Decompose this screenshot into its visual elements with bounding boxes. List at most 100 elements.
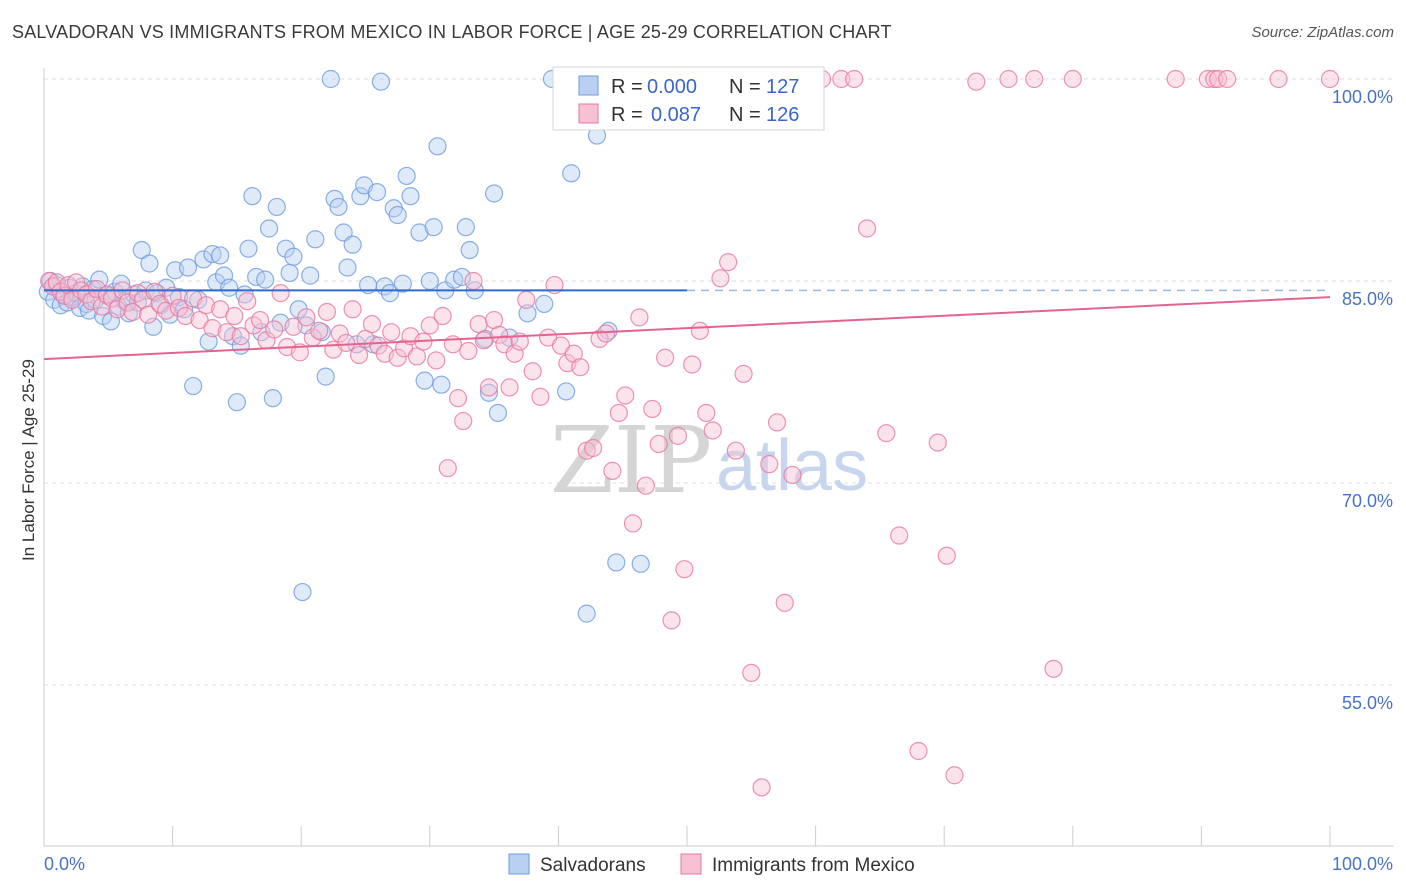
- point-salvadorans-78: [351, 187, 370, 206]
- point-salvadorans-104: [479, 383, 499, 402]
- point-mexico-64: [420, 316, 439, 335]
- point-mexico-142: [1269, 69, 1288, 89]
- point-salvadorans-52: [239, 239, 258, 258]
- point-mexico-106: [675, 560, 694, 579]
- point-mexico-125: [857, 219, 877, 238]
- bottom-legend-swatch-mexico: [680, 853, 702, 875]
- legend-r-label-1: R =: [611, 76, 643, 98]
- point-mexico-138: [1198, 69, 1217, 89]
- point-salvadorans-59: [267, 197, 286, 217]
- point-mexico-114: [734, 364, 753, 384]
- grid-lines: [44, 78, 1394, 686]
- point-mexico-124: [845, 69, 864, 89]
- point-mexico-38: [250, 310, 270, 330]
- point-mexico-72: [464, 271, 483, 291]
- point-mexico-27: [176, 306, 195, 326]
- point-mexico-105: [668, 426, 688, 445]
- point-salvadorans-91: [410, 223, 429, 242]
- correlation-legend: R = 0.000 N = 127 R = 0.087 N = 126: [552, 66, 825, 131]
- point-salvadorans-112: [562, 164, 581, 183]
- watermark-zip: ZIP: [550, 407, 712, 514]
- x-tick-label-0: 0.0%: [44, 854, 85, 874]
- point-mexico-74: [474, 331, 493, 350]
- point-mexico-94: [596, 324, 616, 343]
- bottom-legend-label-mexico: Immigrants from Mexico: [712, 855, 915, 876]
- point-salvadorans-41: [194, 250, 213, 269]
- point-mexico-52: [343, 300, 362, 319]
- point-mexico-92: [584, 438, 603, 458]
- point-mexico-55: [362, 314, 382, 334]
- legend-r-label-2: R =: [611, 104, 643, 126]
- point-mexico-50: [330, 324, 349, 343]
- point-mexico-112: [719, 253, 738, 272]
- point-mexico-85: [539, 328, 558, 347]
- point-salvadorans-116: [607, 553, 626, 572]
- point-mexico-48: [317, 302, 337, 322]
- point-salvadorans-108: [518, 304, 537, 323]
- point-salvadorans-68: [306, 230, 325, 249]
- point-mexico-58: [382, 323, 401, 342]
- point-mexico-102: [649, 434, 668, 454]
- point-mexico-131: [945, 766, 964, 785]
- point-mexico-135: [1044, 659, 1063, 678]
- point-mexico-103: [656, 348, 675, 367]
- point-salvadorans-42: [199, 332, 218, 351]
- point-mexico-41: [271, 284, 290, 303]
- point-salvadorans-27: [132, 240, 151, 260]
- point-salvadorans-96: [432, 375, 451, 394]
- point-mexico-15: [108, 300, 127, 319]
- legend-n-value-2: 126: [766, 104, 799, 126]
- point-salvadorans-38: [178, 258, 198, 277]
- point-salvadorans-57: [259, 219, 279, 238]
- point-mexico-132: [967, 72, 986, 91]
- point-mexico-95: [603, 461, 622, 480]
- point-mexico-77: [490, 325, 509, 344]
- point-mexico-34: [225, 306, 244, 326]
- y-tick-label-3: 55.0%: [1342, 693, 1393, 713]
- point-salvadorans-56: [256, 270, 275, 289]
- point-mexico-98: [623, 514, 643, 533]
- point-mexico-120: [783, 465, 802, 485]
- point-mexico-101: [643, 399, 662, 419]
- point-mexico-43: [284, 317, 303, 336]
- point-salvadorans-85: [380, 284, 400, 303]
- trend-lines: [43, 289, 1331, 361]
- watermark: ZIP atlas: [550, 407, 868, 514]
- legend-n-value-1: 127: [766, 76, 799, 98]
- series-salvadorans-points: [38, 69, 796, 623]
- point-mexico-36: [238, 292, 257, 311]
- bottom-legend-swatch-salvadorans: [508, 853, 530, 875]
- point-mexico-136: [1063, 69, 1082, 89]
- point-mexico-82: [517, 290, 536, 309]
- point-mexico-18: [123, 302, 142, 322]
- point-mexico-109: [697, 403, 716, 423]
- legend-n-label-1: N =: [729, 76, 761, 98]
- point-mexico-134: [1025, 69, 1044, 89]
- y-tick-labels: 100.0% 85.0% 70.0% 55.0%: [1332, 87, 1393, 713]
- point-mexico-87: [551, 336, 571, 355]
- point-mexico-65: [427, 351, 446, 370]
- point-mexico-75: [479, 378, 499, 397]
- point-mexico-31: [203, 319, 222, 338]
- point-salvadorans-73: [329, 197, 348, 217]
- point-mexico-59: [388, 348, 407, 367]
- point-salvadorans-94: [424, 218, 443, 237]
- point-mexico-33: [217, 323, 236, 342]
- point-salvadorans-71: [321, 69, 340, 89]
- point-salvadorans-43: [203, 244, 222, 264]
- point-salvadorans-74: [334, 223, 353, 242]
- point-salvadorans-111: [557, 382, 576, 401]
- point-mexico-73: [469, 314, 488, 334]
- chart-title: SALVADORAN VS IMMIGRANTS FROM MEXICO IN …: [12, 22, 892, 42]
- point-mexico-35: [231, 327, 250, 346]
- legend-swatch-mexico: [578, 103, 599, 124]
- point-salvadorans-65: [293, 582, 312, 602]
- point-mexico-108: [690, 321, 709, 340]
- point-mexico-66: [433, 306, 452, 326]
- point-salvadorans-95: [428, 137, 447, 156]
- point-mexico-111: [711, 269, 730, 288]
- point-mexico-71: [459, 341, 478, 361]
- point-mexico-100: [636, 476, 655, 495]
- point-salvadorans-89: [397, 166, 416, 186]
